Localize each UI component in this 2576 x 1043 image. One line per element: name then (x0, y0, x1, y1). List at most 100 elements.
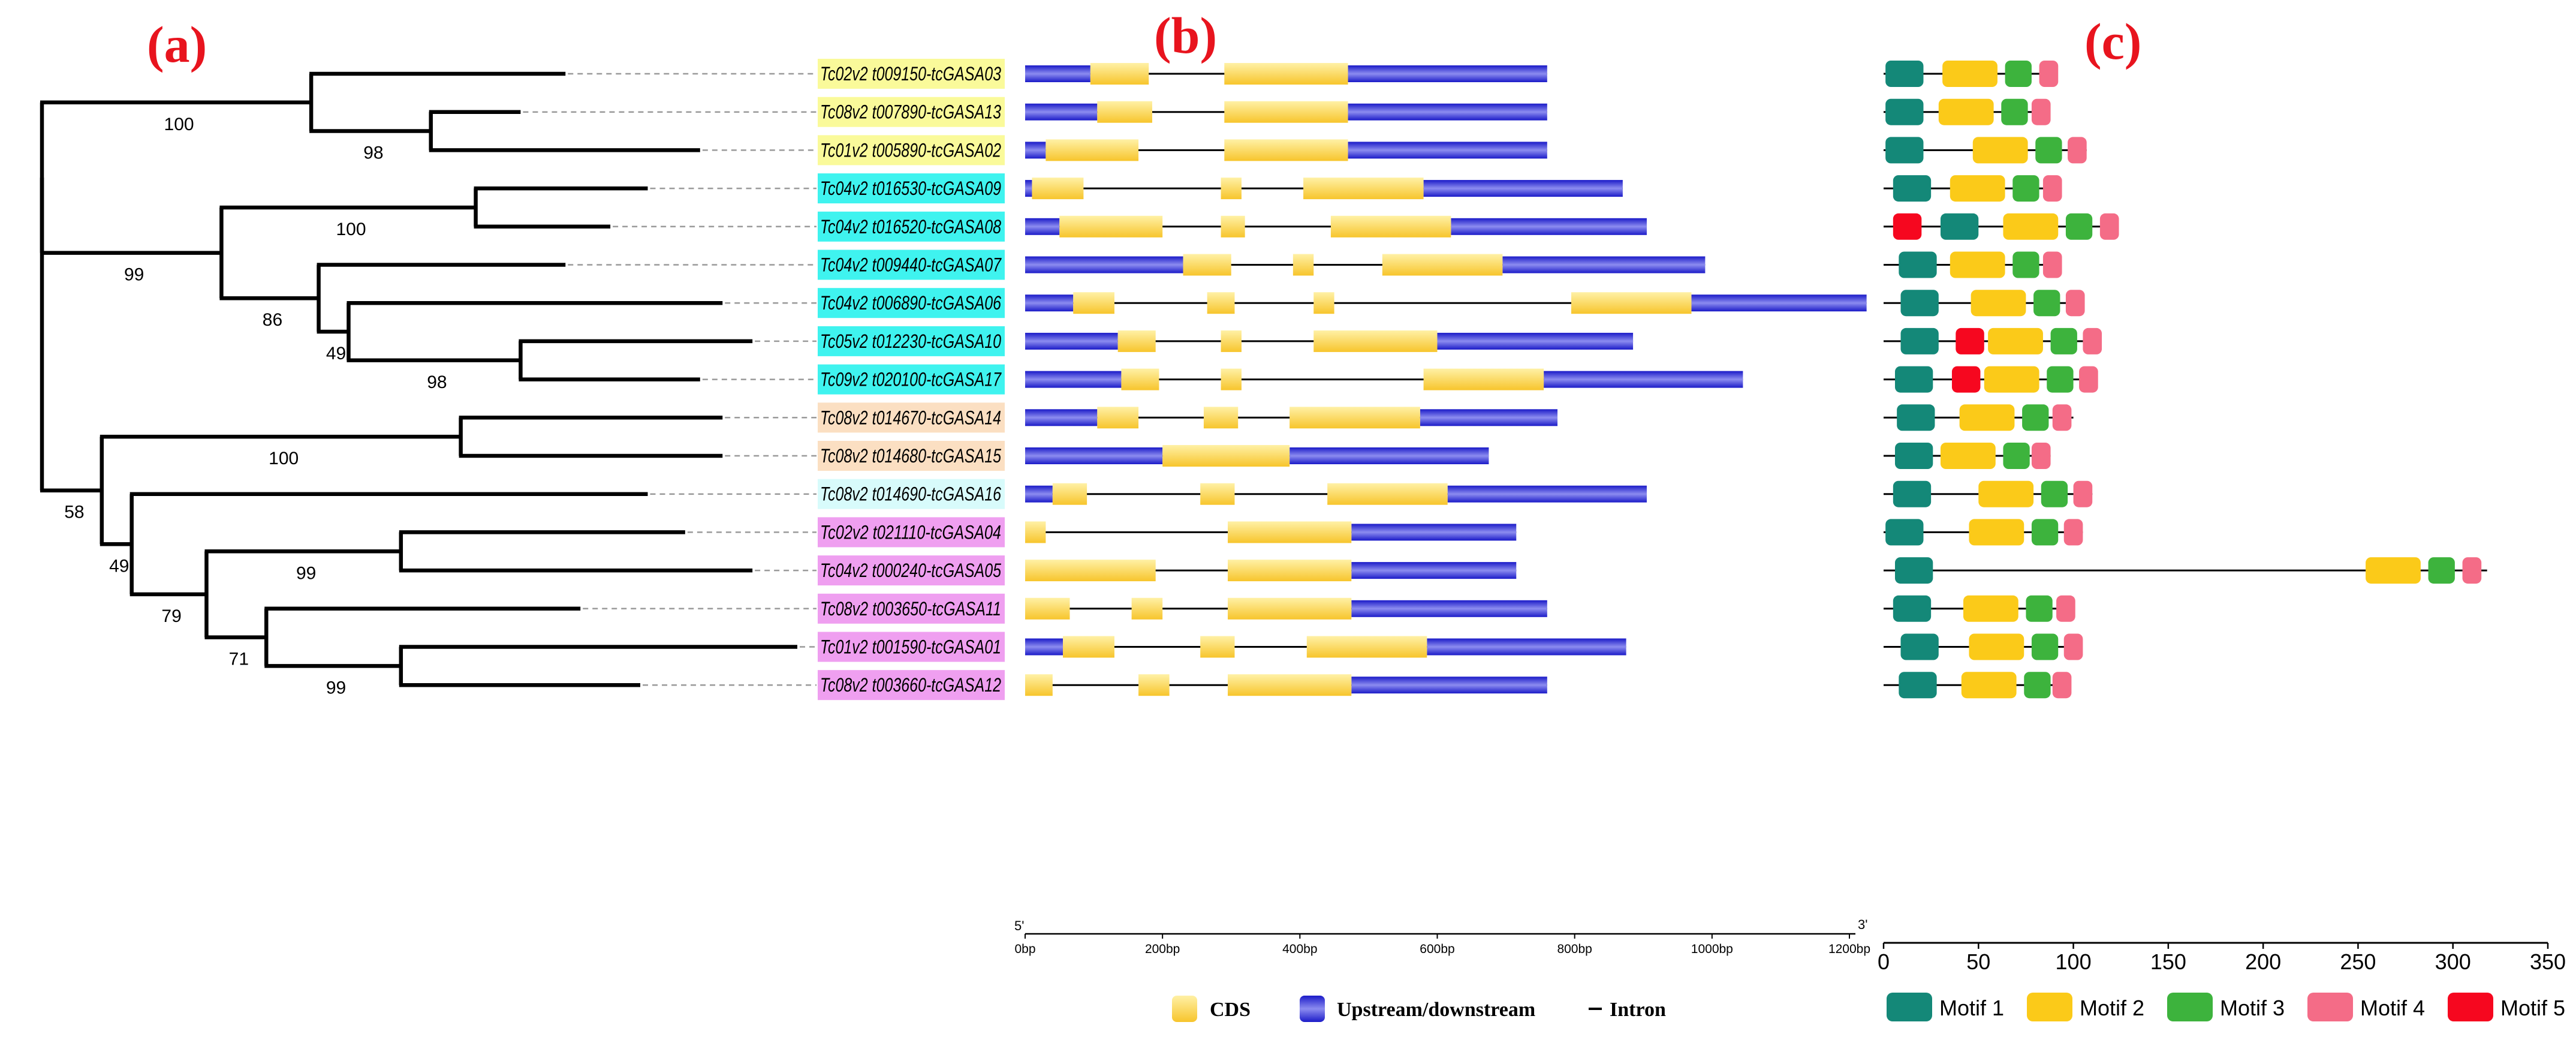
motif-2-row-0-1 (1942, 61, 1997, 87)
motif-4-row-1-3 (2031, 98, 2051, 125)
gene-label-13: Tc04v2 t000240-tcGASA05 (820, 560, 1001, 581)
cds-1-1 (1224, 101, 1348, 123)
motif-tick-label-100: 100 (2056, 949, 2092, 974)
legend-motif-5-label: Motif 5 (2500, 996, 2565, 1020)
motif-tick-label-0: 0 (1878, 949, 1890, 974)
bootstrap-value-n5: 86 (263, 310, 282, 330)
motif-3-row-9-2 (2022, 404, 2049, 431)
motif-3-row-16-2 (2024, 672, 2051, 699)
gene-label-bg-9 (818, 402, 1005, 433)
bootstrap-value-n13: 71 (229, 650, 249, 669)
bootstrap-value-n2: 98 (363, 143, 383, 163)
cds-0-0 (1090, 63, 1149, 85)
bootstrap-value-n7: 98 (427, 372, 447, 392)
upstream-8 (1025, 371, 1122, 388)
motif-3-row-12-2 (2031, 519, 2059, 546)
legend-intron-label: Intron (1610, 999, 1666, 1021)
gene-label-9: Tc08v2 t014670-tcGASA14 (820, 407, 1001, 428)
motif-3-row-13-2 (2428, 557, 2455, 584)
motif-2-row-8-2 (1984, 366, 2039, 393)
motif-1-row-5-0 (1899, 251, 1937, 278)
motif-3-row-11-2 (2041, 480, 2068, 507)
cds-16-2 (1228, 674, 1352, 696)
panel-b-label: (b) (1154, 7, 1217, 64)
cds-13-0 (1025, 560, 1156, 582)
five-prime-label: 5' (1014, 918, 1024, 933)
motif-panel (1884, 61, 2487, 699)
cds-11-1 (1200, 483, 1235, 505)
gene-label-7: Tc05v2 t012230-tcGASA10 (820, 330, 1001, 352)
upstream-0 (1025, 65, 1090, 82)
motif-4-row-13-3 (2462, 557, 2482, 584)
upstream-15 (1025, 638, 1063, 656)
motif-1-row-10-0 (1894, 443, 1933, 469)
motif-4-row-4-4 (2099, 213, 2119, 240)
gene-label-8: Tc09v2 t020100-tcGASA17 (820, 369, 1002, 390)
downstream-8 (1544, 371, 1743, 388)
motif-4-row-3-3 (2042, 175, 2062, 202)
gene-structure-legend: CDS Upstream/downstream Intron (1172, 996, 1666, 1022)
gene-label-5: Tc04v2 t009440-tcGASA07 (820, 254, 1002, 276)
motif-2-row-9-1 (1959, 404, 2015, 431)
upstream-10 (1025, 447, 1163, 464)
cds-6-0 (1073, 292, 1114, 314)
legend-motif-1-swatch (1887, 993, 1932, 1021)
motif-3-row-5-2 (2012, 251, 2039, 278)
cds-11-0 (1052, 483, 1087, 505)
downstream-16 (1351, 677, 1547, 694)
gene-label-bg-3 (818, 173, 1005, 204)
bp-tick-label-1200: 1200bp (1828, 942, 1870, 956)
cds-2-0 (1046, 139, 1139, 161)
bootstrap-value-n9: 58 (64, 503, 84, 522)
downstream-10 (1289, 447, 1489, 464)
motif-3-row-8-3 (2047, 366, 2074, 393)
gene-label-bg-14 (818, 593, 1005, 624)
cds-14-2 (1228, 597, 1352, 620)
gene-label-bg-11 (818, 479, 1005, 509)
motif-2-row-15-1 (1969, 633, 2024, 660)
upstream-2 (1025, 142, 1046, 159)
motif-3-row-10-2 (2003, 443, 2030, 469)
cds-16-1 (1138, 674, 1170, 696)
cds-15-1 (1200, 636, 1235, 658)
cds-16-0 (1025, 674, 1053, 696)
legend-utr-swatch (1300, 996, 1325, 1022)
cds-9-1 (1203, 407, 1239, 429)
cds-6-2 (1313, 292, 1334, 314)
motif-1-row-2-0 (1885, 137, 1924, 164)
motif-4-row-12-3 (2063, 519, 2083, 546)
gene-label-11: Tc08v2 t014690-tcGASA16 (820, 483, 1001, 505)
bp-tick-label-200: 200bp (1145, 942, 1180, 956)
motif-2-row-12-1 (1969, 519, 2024, 546)
motif-4-row-2-3 (2068, 137, 2087, 164)
upstream-7 (1025, 332, 1118, 350)
motif-5-row-8-1 (1951, 366, 1981, 393)
gene-label-bg-15 (818, 632, 1005, 662)
cds-6-3 (1571, 292, 1692, 314)
gene-label-6: Tc04v2 t006890-tcGASA06 (820, 292, 1001, 314)
cds-15-2 (1306, 636, 1427, 658)
cds-9-0 (1097, 407, 1139, 429)
motif-4-row-11-3 (2073, 480, 2093, 507)
gene-structure-axis: 0bp 200bp 400bp 600bp 800bp 1000bp 1200bp 5' 3' (1014, 917, 1870, 956)
panel-c-label: (c) (2084, 13, 2141, 70)
motif-tick-label-250: 250 (2340, 949, 2376, 974)
gene-label-16: Tc08v2 t003660-tcGASA12 (820, 674, 1001, 696)
cds-8-0 (1121, 368, 1159, 390)
motif-1-row-4-1 (1940, 213, 1979, 240)
motif-4-row-14-3 (2056, 595, 2075, 622)
cds-7-1 (1221, 330, 1242, 352)
cds-3-0 (1032, 178, 1084, 200)
phylogenetic-tree: 100 98 100 98 49 86 99 100 99 99 71 79 49 58 (40, 71, 797, 698)
motif-1-row-16-0 (1899, 672, 1937, 699)
motif-1-row-13-0 (1894, 557, 1933, 584)
downstream-2 (1348, 142, 1547, 159)
gene-label-bg-4 (818, 211, 1005, 242)
motif-tick-label-300: 300 (2435, 949, 2471, 974)
gene-label-bg-8 (818, 364, 1005, 395)
motif-5-row-7-1 (1956, 327, 1984, 354)
motif-3-row-2-2 (2035, 137, 2062, 164)
cds-14-0 (1025, 597, 1070, 620)
downstream-5 (1502, 256, 1706, 273)
panel-a-label: (a) (147, 16, 207, 73)
